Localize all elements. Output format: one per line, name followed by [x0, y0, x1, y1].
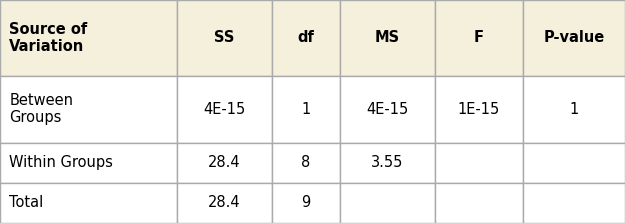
Text: 1E-15: 1E-15 — [458, 102, 500, 117]
Text: P-value: P-value — [543, 30, 604, 45]
Text: 28.4: 28.4 — [208, 155, 241, 170]
Bar — [523, 76, 625, 143]
Bar — [272, 0, 339, 76]
Text: F: F — [474, 30, 484, 45]
Text: 3.55: 3.55 — [371, 155, 403, 170]
Bar — [523, 183, 625, 223]
Bar — [272, 143, 339, 183]
Text: SS: SS — [214, 30, 234, 45]
Bar — [272, 183, 339, 223]
Bar — [177, 143, 272, 183]
Text: Within Groups: Within Groups — [9, 155, 113, 170]
Bar — [523, 0, 625, 76]
Bar — [523, 143, 625, 183]
Bar — [435, 0, 523, 76]
Text: MS: MS — [374, 30, 400, 45]
Text: Total: Total — [9, 195, 44, 211]
Bar — [0, 143, 177, 183]
Text: 4E-15: 4E-15 — [203, 102, 245, 117]
Bar — [272, 76, 339, 143]
Text: Source of
Variation: Source of Variation — [9, 22, 88, 54]
Text: df: df — [298, 30, 314, 45]
Bar — [339, 143, 435, 183]
Bar — [435, 76, 523, 143]
Text: 9: 9 — [301, 195, 311, 211]
Text: 1: 1 — [301, 102, 311, 117]
Bar — [339, 0, 435, 76]
Bar — [435, 143, 523, 183]
Bar — [0, 0, 177, 76]
Bar — [339, 76, 435, 143]
Text: 4E-15: 4E-15 — [366, 102, 408, 117]
Bar — [177, 76, 272, 143]
Bar — [177, 0, 272, 76]
Text: Between
Groups: Between Groups — [9, 93, 73, 126]
Bar — [0, 183, 177, 223]
Bar — [177, 183, 272, 223]
Text: 1: 1 — [569, 102, 579, 117]
Text: 8: 8 — [301, 155, 311, 170]
Bar — [0, 76, 177, 143]
Text: 28.4: 28.4 — [208, 195, 241, 211]
Bar — [339, 183, 435, 223]
Bar — [435, 183, 523, 223]
